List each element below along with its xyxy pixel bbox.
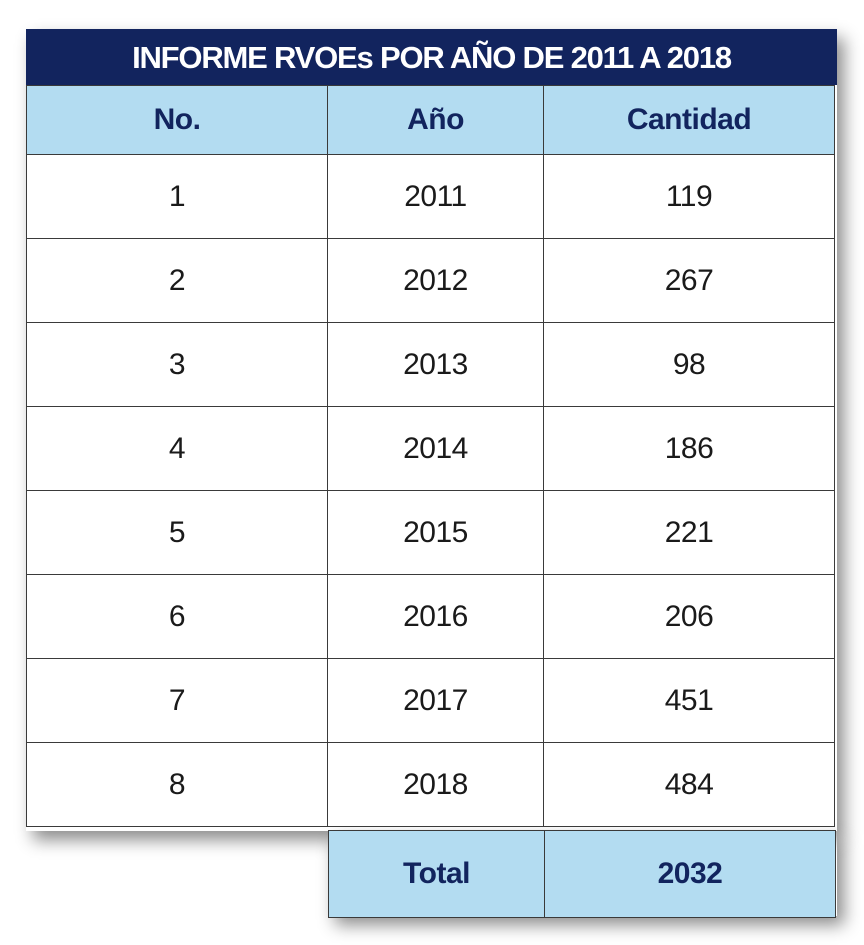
cell-year: 2013 — [327, 322, 544, 407]
cell-year: 2018 — [327, 742, 544, 827]
header-no: No. — [26, 85, 328, 155]
total-label: Total — [328, 830, 545, 918]
cell-quantity: 186 — [543, 406, 835, 491]
header-row: No. Año Cantidad — [26, 85, 835, 155]
cell-no: 4 — [26, 406, 328, 491]
table-row: 7 2017 451 — [26, 658, 835, 743]
table-title: INFORME RVOEs POR AÑO DE 2011 A 2018 — [132, 40, 732, 75]
cell-no: 3 — [26, 322, 328, 407]
cell-quantity: 267 — [543, 238, 835, 323]
table-row: 5 2015 221 — [26, 490, 835, 575]
cell-no: 6 — [26, 574, 328, 659]
cell-quantity: 98 — [543, 322, 835, 407]
cell-quantity: 221 — [543, 490, 835, 575]
total-value: 2032 — [544, 830, 836, 918]
cell-no: 2 — [26, 238, 328, 323]
report-table: No. Año Cantidad 1 2011 119 2 2012 267 3… — [26, 85, 835, 827]
cell-quantity: 119 — [543, 154, 835, 239]
cell-no: 7 — [26, 658, 328, 743]
total-table: Total 2032 — [328, 830, 836, 918]
cell-quantity: 206 — [543, 574, 835, 659]
table-row: 2 2012 267 — [26, 238, 835, 323]
table-row: 8 2018 484 — [26, 742, 835, 827]
cell-year: 2011 — [327, 154, 544, 239]
table-row: 3 2013 98 — [26, 322, 835, 407]
total-row: Total 2032 — [328, 830, 836, 918]
cell-quantity: 451 — [543, 658, 835, 743]
header-quantity: Cantidad — [543, 85, 835, 155]
cell-no: 5 — [26, 490, 328, 575]
cell-year: 2014 — [327, 406, 544, 491]
header-year: Año — [327, 85, 544, 155]
table-row: 6 2016 206 — [26, 574, 835, 659]
cell-year: 2016 — [327, 574, 544, 659]
cell-year: 2015 — [327, 490, 544, 575]
cell-year: 2012 — [327, 238, 544, 323]
cell-no: 8 — [26, 742, 328, 827]
cell-quantity: 484 — [543, 742, 835, 827]
cell-year: 2017 — [327, 658, 544, 743]
table-row: 4 2014 186 — [26, 406, 835, 491]
table-row: 1 2011 119 — [26, 154, 835, 239]
cell-no: 1 — [26, 154, 328, 239]
table-title-bar: INFORME RVOEs POR AÑO DE 2011 A 2018 — [26, 29, 837, 85]
